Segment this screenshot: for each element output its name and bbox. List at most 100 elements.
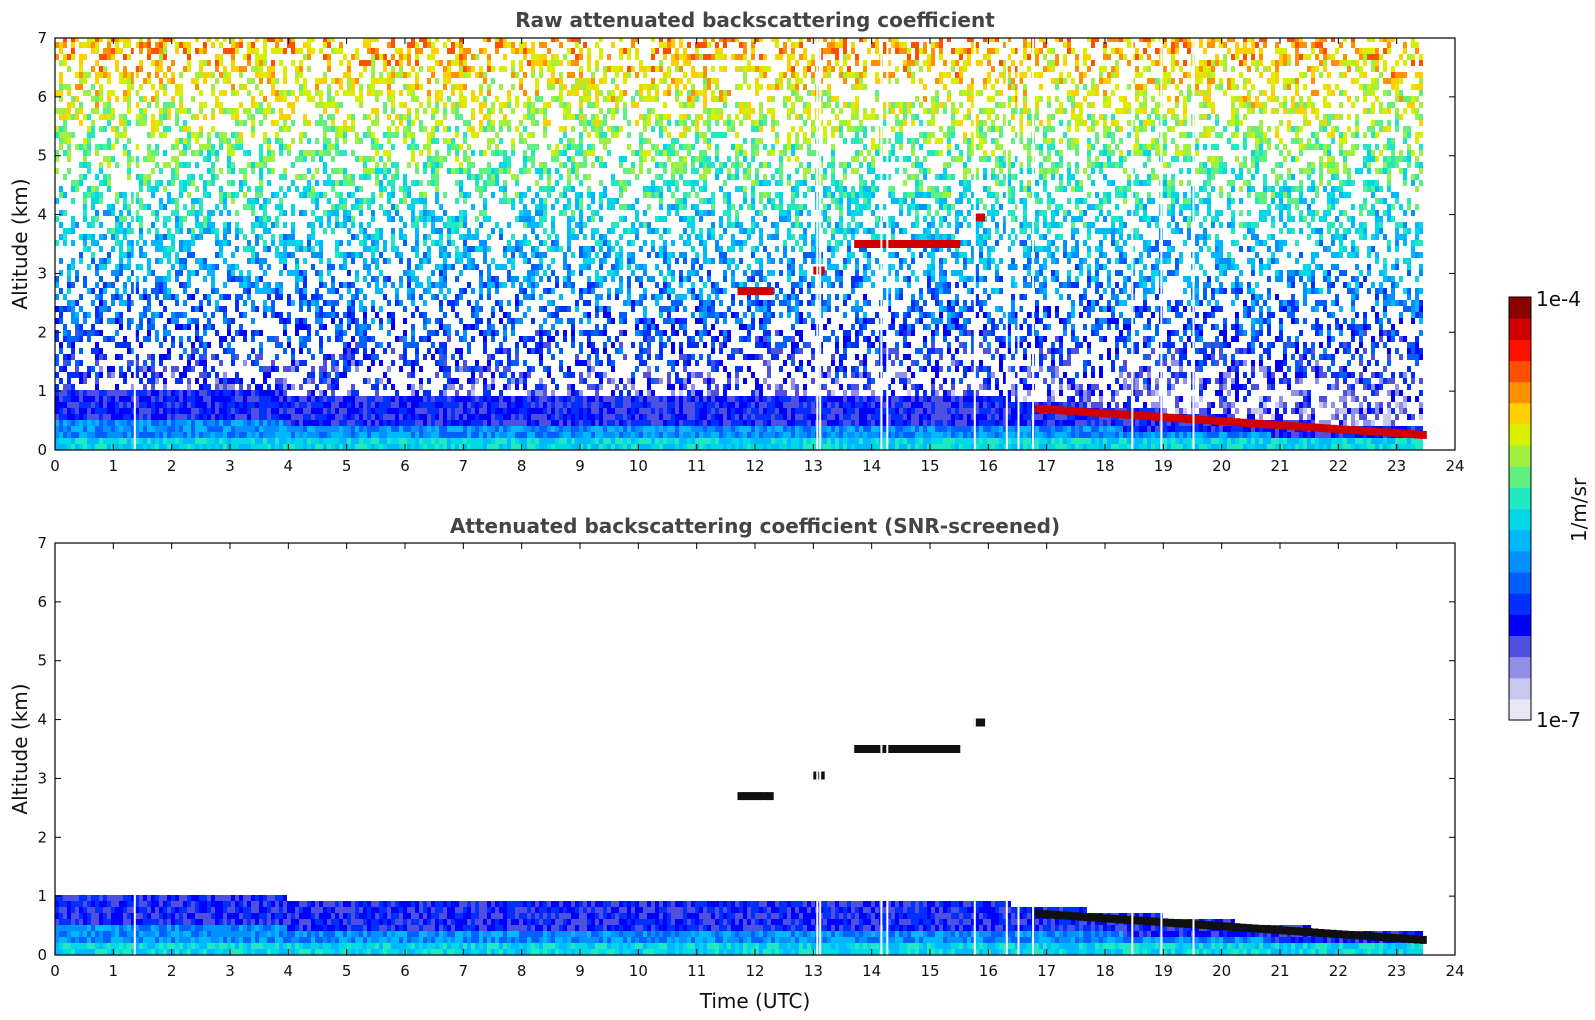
heatmap-cell bbox=[119, 222, 123, 228]
heatmap-cell bbox=[287, 270, 291, 276]
heatmap-cell bbox=[543, 204, 547, 210]
heatmap-cell bbox=[283, 90, 287, 96]
heatmap-cell bbox=[187, 336, 191, 342]
heatmap-cell bbox=[571, 384, 575, 390]
heatmap-cell bbox=[227, 228, 231, 234]
heatmap-cell bbox=[283, 48, 287, 54]
heatmap-cell bbox=[407, 414, 411, 420]
heatmap-cell bbox=[159, 240, 163, 246]
heatmap-cell bbox=[175, 216, 179, 222]
heatmap-cell bbox=[135, 210, 139, 216]
heatmap-cell bbox=[203, 444, 207, 450]
heatmap-cell bbox=[387, 198, 391, 204]
heatmap-cell bbox=[119, 252, 123, 258]
heatmap-cell bbox=[427, 432, 431, 438]
heatmap-cell bbox=[259, 150, 263, 156]
heatmap-cell bbox=[99, 414, 103, 420]
heatmap-cell bbox=[583, 444, 587, 450]
heatmap-cell bbox=[291, 210, 295, 216]
heatmap-cell bbox=[179, 312, 183, 318]
heatmap-cell bbox=[559, 126, 563, 132]
heatmap-cell bbox=[271, 360, 275, 366]
heatmap-cell bbox=[359, 210, 363, 216]
heatmap-cell bbox=[407, 270, 411, 276]
heatmap-cell bbox=[111, 204, 115, 210]
heatmap-cell bbox=[451, 102, 455, 108]
heatmap-cell bbox=[431, 444, 435, 450]
heatmap-cell bbox=[155, 276, 159, 282]
heatmap-cell bbox=[227, 396, 231, 402]
heatmap-cell bbox=[235, 294, 239, 300]
heatmap-cell bbox=[195, 444, 199, 450]
heatmap-cell bbox=[71, 102, 75, 108]
heatmap-cell bbox=[67, 372, 71, 378]
heatmap-cell bbox=[227, 168, 231, 174]
heatmap-cell bbox=[203, 258, 207, 264]
heatmap-cell bbox=[531, 60, 535, 66]
heatmap-cell bbox=[399, 336, 403, 342]
heatmap-cell bbox=[343, 312, 347, 318]
heatmap-cell bbox=[207, 38, 211, 42]
heatmap-cell bbox=[139, 378, 143, 384]
heatmap-cell bbox=[395, 420, 399, 426]
heatmap-cell bbox=[283, 240, 287, 246]
heatmap-cell bbox=[175, 252, 179, 258]
heatmap-cell bbox=[523, 408, 527, 414]
heatmap-cell bbox=[323, 366, 327, 372]
heatmap-cell bbox=[159, 114, 163, 120]
heatmap-cell bbox=[195, 210, 199, 216]
heatmap-cell bbox=[571, 168, 575, 174]
heatmap-cell bbox=[363, 276, 367, 282]
heatmap-cell bbox=[451, 432, 455, 438]
heatmap-cell bbox=[115, 228, 119, 234]
heatmap-cell bbox=[391, 282, 395, 288]
heatmap-cell bbox=[579, 372, 583, 378]
heatmap-cell bbox=[207, 414, 211, 420]
heatmap-cell bbox=[575, 114, 579, 120]
heatmap-cell bbox=[539, 162, 543, 168]
heatmap-cell bbox=[467, 282, 471, 288]
heatmap-cell bbox=[219, 408, 223, 414]
heatmap-cell bbox=[251, 402, 255, 408]
heatmap-cell bbox=[223, 78, 227, 84]
heatmap-cell bbox=[155, 72, 159, 78]
heatmap-cell bbox=[579, 54, 583, 60]
heatmap-cell bbox=[87, 186, 91, 192]
heatmap-cell bbox=[251, 222, 255, 228]
heatmap-cell bbox=[467, 300, 471, 306]
heatmap-cell bbox=[159, 342, 163, 348]
heatmap-cell bbox=[135, 396, 139, 402]
heatmap-cell bbox=[427, 438, 431, 444]
heatmap-cell bbox=[239, 270, 243, 276]
heatmap-cell bbox=[195, 402, 199, 408]
heatmap-cell bbox=[135, 420, 139, 426]
heatmap-cell bbox=[447, 216, 451, 222]
heatmap-cell bbox=[571, 234, 575, 240]
heatmap-cell bbox=[247, 198, 251, 204]
heatmap-cell bbox=[467, 174, 471, 180]
heatmap-cell bbox=[131, 300, 135, 306]
heatmap-cell bbox=[59, 348, 63, 354]
heatmap-cell bbox=[159, 444, 163, 450]
heatmap-cell bbox=[459, 192, 463, 198]
heatmap-cell bbox=[547, 180, 551, 186]
heatmap-cell bbox=[143, 420, 147, 426]
heatmap-cell bbox=[455, 414, 459, 420]
heatmap-cell bbox=[95, 270, 99, 276]
heatmap-cell bbox=[175, 318, 179, 324]
heatmap-cell bbox=[403, 174, 407, 180]
heatmap-cell bbox=[307, 402, 311, 408]
heatmap-cell bbox=[347, 228, 351, 234]
heatmap-cell bbox=[479, 282, 483, 288]
heatmap-cell bbox=[79, 330, 83, 336]
heatmap-cell bbox=[499, 42, 503, 48]
heatmap-cell bbox=[115, 38, 119, 42]
heatmap-cell bbox=[543, 396, 547, 402]
heatmap-cell bbox=[263, 48, 267, 54]
heatmap-cell bbox=[255, 444, 259, 450]
heatmap-cell bbox=[203, 72, 207, 78]
heatmap-cell bbox=[331, 78, 335, 84]
heatmap-cell bbox=[403, 408, 407, 414]
heatmap-cell bbox=[231, 162, 235, 168]
heatmap-cell bbox=[211, 312, 215, 318]
